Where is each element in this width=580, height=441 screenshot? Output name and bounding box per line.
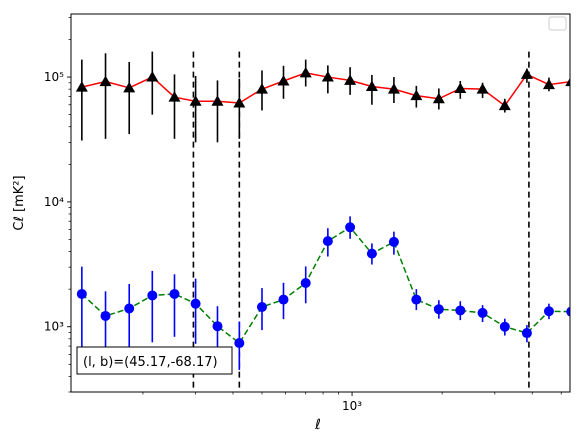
data-point bbox=[520, 68, 533, 79]
data-point bbox=[76, 288, 87, 299]
data-point bbox=[278, 294, 289, 305]
data-point bbox=[212, 321, 223, 332]
y-tick-label: 10³ bbox=[44, 320, 64, 334]
data-point bbox=[366, 248, 377, 259]
plot-frame bbox=[70, 13, 571, 393]
data-point bbox=[411, 294, 422, 305]
data-point bbox=[321, 71, 334, 82]
series-layer bbox=[75, 51, 570, 371]
y-axis-label: Cℓ [mK²] bbox=[12, 175, 27, 230]
annotation-box bbox=[76, 346, 233, 375]
data-point bbox=[345, 222, 356, 233]
y-tick-label: 10⁴ bbox=[44, 195, 64, 209]
data-point bbox=[477, 307, 488, 318]
data-point bbox=[476, 83, 489, 94]
data-point bbox=[299, 66, 312, 78]
data-point bbox=[255, 83, 268, 94]
data-point bbox=[344, 74, 357, 85]
data-point bbox=[75, 81, 88, 92]
series-0 bbox=[75, 51, 570, 143]
data-point bbox=[169, 288, 180, 299]
data-point bbox=[277, 74, 290, 86]
data-point bbox=[454, 82, 467, 93]
legend-box bbox=[548, 16, 567, 31]
data-point bbox=[99, 75, 112, 87]
data-point bbox=[387, 83, 400, 94]
data-point bbox=[233, 96, 246, 108]
data-point bbox=[432, 92, 445, 104]
data-point bbox=[388, 236, 399, 247]
plot-area bbox=[71, 14, 570, 392]
data-point bbox=[498, 99, 511, 111]
data-point bbox=[365, 80, 378, 92]
data-point bbox=[521, 328, 532, 339]
data-point bbox=[100, 310, 111, 321]
data-point bbox=[211, 95, 224, 106]
series-1 bbox=[76, 216, 570, 371]
data-point bbox=[190, 298, 201, 309]
data-point bbox=[410, 89, 423, 101]
data-point bbox=[566, 306, 570, 317]
data-point bbox=[124, 303, 135, 314]
major-ticks bbox=[67, 76, 353, 396]
data-point bbox=[256, 301, 267, 312]
data-point bbox=[455, 305, 466, 316]
data-point bbox=[234, 338, 245, 349]
data-point bbox=[433, 304, 444, 315]
annotation-text: (l, b)=(45.17,-68.17) bbox=[83, 355, 218, 370]
data-point bbox=[322, 236, 333, 247]
y-tick-label: 10⁵ bbox=[44, 70, 64, 84]
x-axis-label: ℓ bbox=[314, 417, 321, 433]
data-point bbox=[543, 306, 554, 317]
data-point bbox=[147, 290, 158, 301]
tick-labels: 10³ 10³ 10⁴ 10⁵ bbox=[44, 70, 362, 413]
data-point bbox=[168, 91, 181, 102]
data-point bbox=[123, 81, 136, 93]
data-point bbox=[146, 71, 159, 82]
data-point bbox=[565, 77, 570, 87]
data-point bbox=[300, 278, 311, 289]
data-point bbox=[499, 321, 510, 332]
data-point bbox=[189, 95, 202, 106]
x-tick-label: 10³ bbox=[342, 399, 362, 413]
data-point bbox=[542, 78, 555, 90]
